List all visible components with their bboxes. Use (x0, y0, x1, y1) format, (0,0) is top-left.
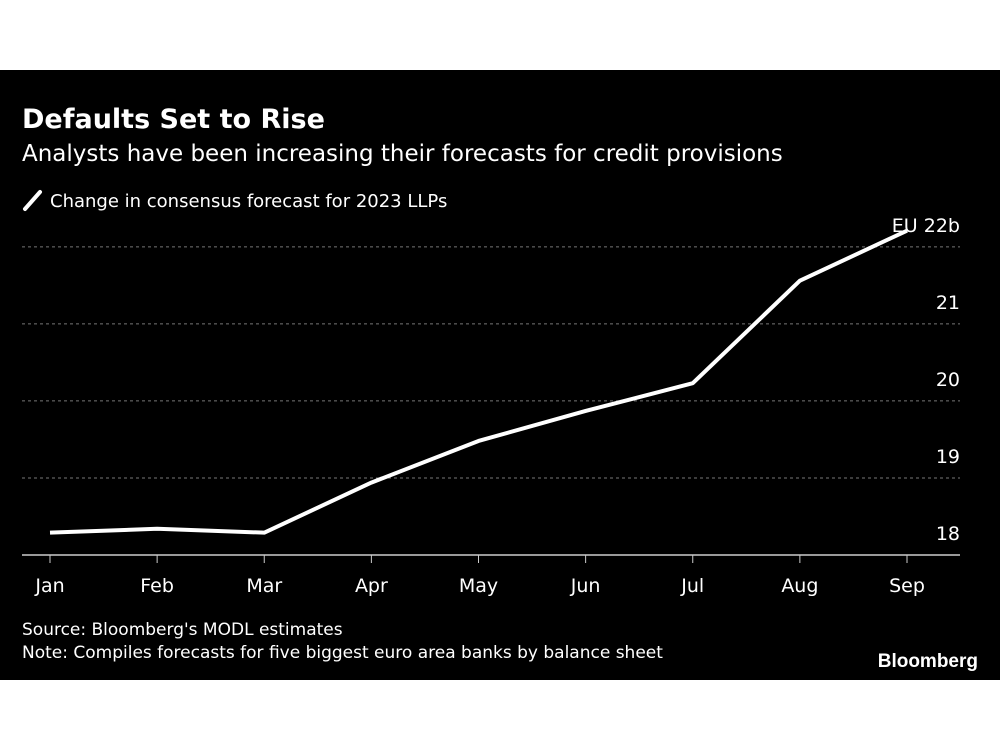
x-tick-label: Aug (781, 575, 818, 597)
y-tick-label: EU 22b (892, 215, 960, 237)
x-tick-label: Jun (570, 575, 601, 597)
x-tick-label: Feb (140, 575, 174, 597)
chart-subtitle: Analysts have been increasing their fore… (22, 141, 783, 167)
x-tick-label: Apr (355, 575, 388, 597)
x-tick-label: Mar (246, 575, 282, 597)
chart-title: Defaults Set to Rise (22, 104, 325, 135)
brand: Bloomberg (878, 651, 978, 672)
line-series (49, 228, 908, 535)
source: Source: Bloomberg's MODL estimates (22, 620, 343, 640)
y-tick-label: 18 (936, 523, 960, 545)
legend-swatch (23, 190, 42, 211)
legend-label: Change in consensus forecast for 2023 LL… (50, 191, 447, 212)
background (0, 70, 1000, 680)
x-tick-label: Jan (34, 575, 64, 597)
x-tick-label: Jul (680, 575, 704, 597)
x-tick-label: May (459, 575, 498, 597)
y-tick-label: 20 (936, 369, 960, 391)
y-tick-label: 21 (936, 292, 960, 314)
note: Note: Compiles forecasts for five bigges… (22, 643, 663, 663)
y-tick-label: 19 (936, 446, 960, 468)
x-tick-label: Sep (889, 575, 925, 597)
